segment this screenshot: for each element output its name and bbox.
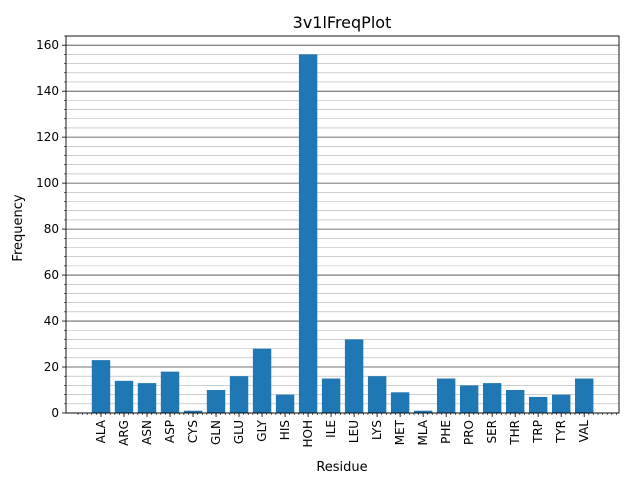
y-tick-label: 160 — [36, 38, 59, 52]
bar-arg — [114, 380, 134, 413]
bars — [91, 54, 594, 413]
x-tick-label: THR — [508, 420, 522, 446]
x-tick-label: ASP — [163, 420, 177, 443]
x-tick-label: HOH — [301, 420, 315, 448]
y-tick-label: 60 — [44, 268, 59, 282]
bar-leu — [344, 339, 364, 413]
x-tick-label: LYS — [370, 420, 384, 440]
bar-lys — [367, 376, 387, 413]
bar-ile — [321, 378, 341, 413]
x-tick-label: TYR — [554, 420, 568, 444]
chart-title: 3v1lFreqPlot — [293, 13, 392, 32]
bar-asn — [137, 383, 157, 413]
x-tick-label: ILE — [324, 420, 338, 438]
y-tick-label: 40 — [44, 314, 59, 328]
grid — [66, 35, 619, 414]
x-tick-label: ARG — [117, 420, 131, 446]
plot-frame — [65, 35, 620, 414]
bar-cys — [183, 410, 203, 413]
y-tick-label: 0 — [51, 406, 59, 420]
bar-mla — [413, 410, 433, 413]
bar-trp — [528, 396, 548, 413]
x-tick-label: ALA — [94, 419, 108, 443]
bar-ser — [482, 383, 502, 413]
x-tick-label: TRP — [531, 420, 545, 444]
x-tick-label: MET — [393, 419, 407, 445]
bar-hoh — [298, 54, 318, 413]
bar-pro — [459, 385, 479, 413]
x-tick-label: LEU — [347, 420, 361, 443]
y-tick-label: 120 — [36, 130, 59, 144]
x-tick-label: GLN — [209, 420, 223, 445]
bar-met — [390, 392, 410, 413]
y-tick-label: 100 — [36, 176, 59, 190]
bar-gly — [252, 348, 272, 413]
x-tick-label: PHE — [439, 420, 453, 444]
x-axis-label: Residue — [316, 460, 367, 475]
bar-tyr — [551, 394, 571, 413]
x-tick-label: GLY — [255, 419, 269, 441]
axes: 0 20 40 60 80 100 120 140 160 ALA ARG ASN ASP CYS GLN G… — [36, 35, 620, 448]
bar-thr — [505, 390, 525, 413]
x-tick-label: GLU — [232, 420, 246, 444]
bar-val — [575, 378, 594, 413]
y-tick-label: 20 — [44, 360, 59, 374]
x-tick-label: SER — [485, 420, 499, 444]
bar-asp — [160, 371, 180, 413]
x-tick-label: PRO — [462, 420, 476, 445]
bar-ala — [91, 360, 111, 413]
x-tick-label: VAL — [577, 420, 591, 443]
bar-his — [275, 394, 295, 413]
y-axis-label: Frequency — [11, 194, 26, 261]
bar-glu — [229, 376, 249, 413]
x-tick-label: CYS — [186, 420, 200, 443]
y-tick-label: 140 — [36, 84, 59, 98]
x-tick-label: HIS — [278, 420, 292, 440]
x-tick-label: ASN — [140, 420, 154, 445]
x-tick-label: MLA — [416, 419, 430, 445]
bar-gln — [206, 390, 226, 413]
bar-phe — [436, 378, 456, 413]
y-tick-label: 80 — [44, 222, 59, 236]
